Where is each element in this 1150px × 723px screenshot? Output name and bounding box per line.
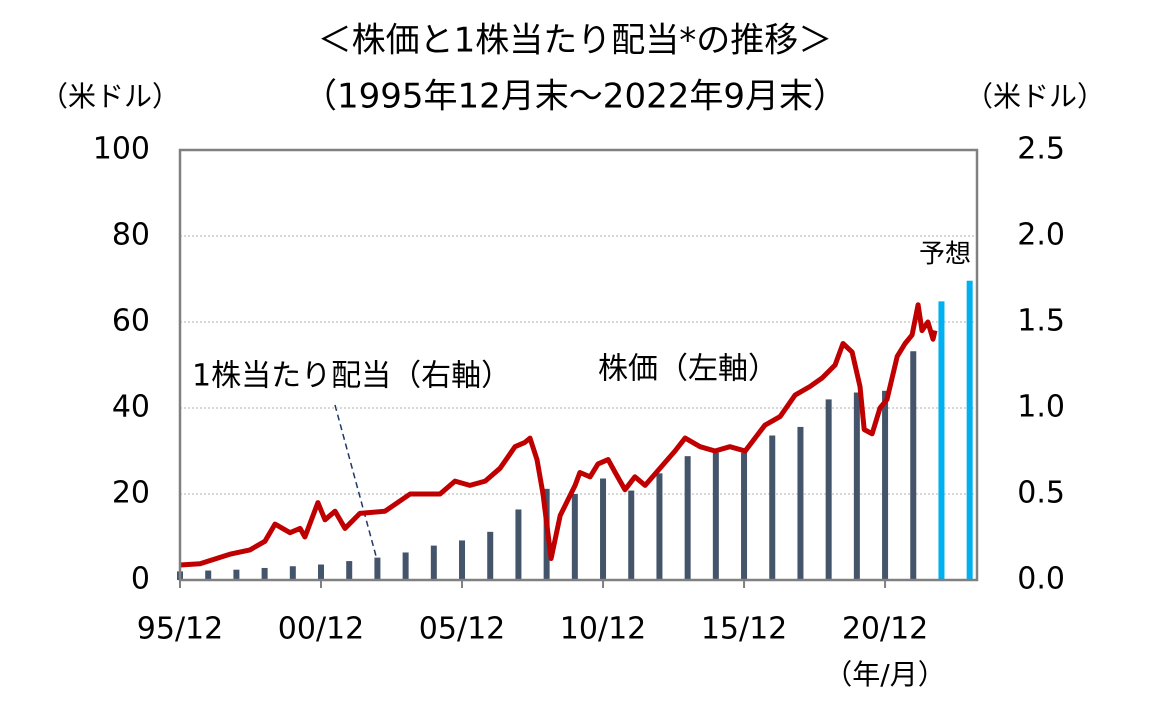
x-tick-label: 00/12: [278, 612, 364, 647]
bar: [628, 490, 635, 580]
y-tick-label: 0: [131, 562, 150, 597]
x-tick-label: 95/12: [137, 612, 223, 647]
series-label: 株価（左軸）: [598, 352, 778, 387]
y2-axis-label: （米ドル）: [965, 80, 1105, 113]
series-label: 1株当たり配当（右軸）: [192, 359, 511, 394]
bar: [289, 566, 296, 580]
bar: [515, 509, 522, 580]
y2-tick-label: 2.0: [1017, 218, 1065, 253]
bar: [430, 545, 437, 580]
x-axis-label: （年/月）: [824, 658, 945, 691]
chart-title: ＜株価と1株当たり配当*の推移＞: [318, 21, 833, 61]
plot-frame: [178, 148, 979, 582]
y-tick-label: 100: [93, 132, 150, 167]
bar: [656, 473, 663, 580]
y-tick-label: 20: [112, 476, 150, 511]
bar: [910, 351, 917, 580]
price-line: [179, 302, 938, 568]
bar: [600, 478, 607, 580]
y-tick-label: 60: [112, 304, 150, 339]
x-tick-label: 15/12: [701, 612, 787, 647]
bar: [684, 456, 691, 580]
y-axis-label: （米ドル）: [40, 80, 180, 113]
bar: [769, 435, 776, 580]
annotation-pointer: [334, 404, 377, 557]
y2-tick-label: 2.5: [1017, 132, 1065, 167]
series-label: 予想: [919, 240, 971, 270]
bar: [261, 567, 268, 580]
y2-tick-label: 0.5: [1017, 476, 1065, 511]
bar: [825, 399, 832, 580]
chart-subtitle: （1995年12月末～2022年9月末）: [303, 77, 847, 117]
bar: [487, 531, 494, 580]
x-tick-label: 10/12: [560, 612, 646, 647]
bar: [459, 540, 466, 580]
bar: [797, 426, 804, 580]
bar: [233, 569, 240, 580]
y2-tick-label: 1.0: [1017, 390, 1065, 425]
x-tick-label: 20/12: [842, 612, 928, 647]
bar: [318, 564, 325, 580]
x-tick-label: 05/12: [419, 612, 505, 647]
bar: [853, 392, 860, 580]
bar: [882, 390, 889, 580]
bar: [741, 452, 748, 580]
bar: [966, 280, 973, 580]
bar: [712, 452, 719, 580]
bar: [374, 557, 381, 580]
bar: [205, 570, 212, 580]
y-tick-label: 80: [112, 218, 150, 253]
bar: [938, 301, 945, 580]
bar: [571, 494, 578, 580]
y2-tick-label: 0.0: [1017, 562, 1065, 597]
y-tick-label: 40: [112, 390, 150, 425]
y2-tick-label: 1.5: [1017, 304, 1065, 339]
bar: [346, 561, 353, 580]
bar: [402, 552, 409, 580]
